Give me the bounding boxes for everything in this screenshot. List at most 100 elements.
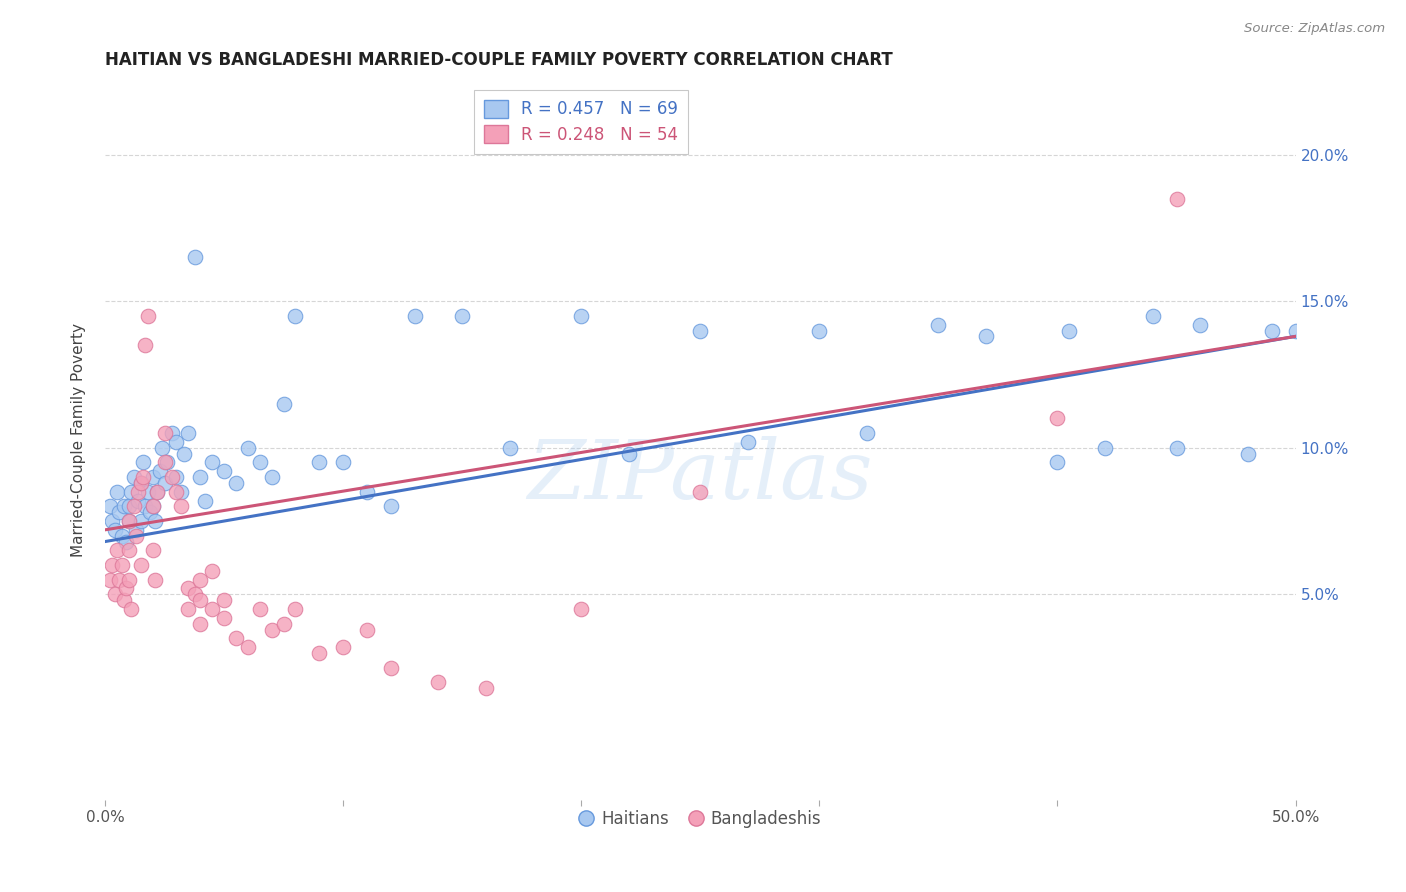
Point [120,602,142,616]
Point [108,573,131,587]
Point [184,587,207,601]
Point [101,558,124,572]
Point [1094,441,1116,455]
Point [475,681,498,695]
Point [1189,318,1212,332]
Point [808,324,831,338]
Point [153,455,176,469]
Point [143,514,166,528]
Point [165,484,187,499]
Point [212,464,235,478]
Point [142,543,165,558]
Point [177,602,200,616]
Point [332,455,354,469]
Point [284,602,307,616]
Point [569,309,592,323]
Point [125,529,148,543]
Point [689,484,711,499]
Point [127,484,149,499]
Point [356,623,378,637]
Point [273,616,295,631]
Point [225,475,247,490]
Point [427,675,450,690]
Point [103,587,125,601]
Point [115,582,138,596]
Point [120,484,142,499]
Point [1142,309,1164,323]
Point [142,470,165,484]
Point [122,500,145,514]
Point [1166,441,1188,455]
Point [284,309,307,323]
Point [451,309,474,323]
Point [188,573,211,587]
Point [212,593,235,607]
Point [129,558,152,572]
Point [118,573,141,587]
Point [974,329,997,343]
Point [132,455,155,469]
Point [737,434,759,449]
Point [201,455,224,469]
Point [856,426,879,441]
Point [160,470,183,484]
Point [236,640,259,654]
Point [617,447,640,461]
Point [160,426,183,441]
Point [129,514,152,528]
Point [98,500,121,514]
Point [1046,411,1069,425]
Point [132,470,155,484]
Point [689,324,711,338]
Point [136,309,159,323]
Point [1284,324,1306,338]
Point [118,514,141,528]
Point [112,500,135,514]
Point [404,309,426,323]
Point [1059,324,1081,338]
Point [380,660,402,674]
Point [170,500,193,514]
Point [1237,447,1260,461]
Point [188,470,211,484]
Point [105,543,128,558]
Point [308,455,330,469]
Point [98,573,121,587]
Point [1166,192,1188,206]
Point [184,250,207,264]
Point [260,470,283,484]
Point [165,434,187,449]
Point [146,484,169,499]
Point [134,338,156,352]
Point [125,523,148,537]
Point [149,464,172,478]
Point [143,573,166,587]
Point [332,640,354,654]
Point [101,514,124,528]
Point [127,493,149,508]
Point [111,558,134,572]
Point [236,441,259,455]
Point [136,484,159,499]
Point [308,646,330,660]
Point [134,500,156,514]
Point [569,602,592,616]
Point [194,493,217,508]
Point [142,500,165,514]
Point [122,470,145,484]
Point [150,441,173,455]
Point [201,602,224,616]
Point [153,426,176,441]
Point [146,484,169,499]
Point [142,500,165,514]
Point [1261,324,1284,338]
Point [201,564,224,578]
Point [188,616,211,631]
Y-axis label: Married-Couple Family Poverty: Married-Couple Family Poverty [72,324,86,558]
Point [1046,455,1069,469]
Point [177,582,200,596]
Point [225,632,247,646]
Point [177,426,200,441]
Point [260,623,283,637]
Point [156,455,179,469]
